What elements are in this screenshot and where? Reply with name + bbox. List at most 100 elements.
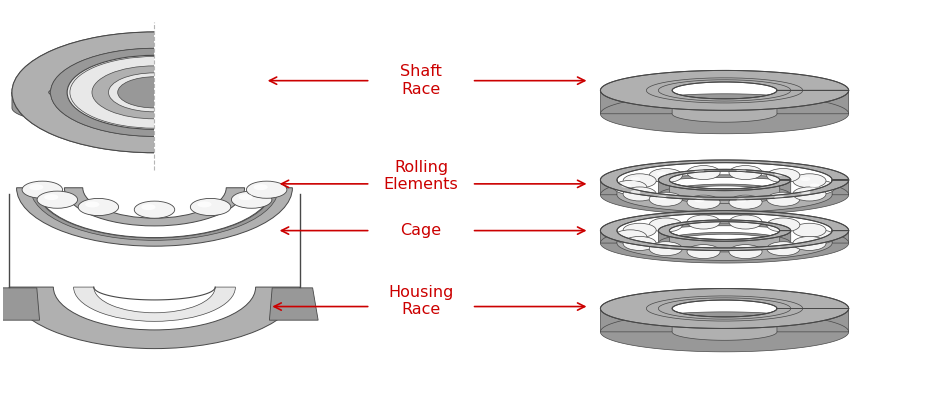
Circle shape: [767, 242, 800, 256]
Wedge shape: [74, 287, 235, 322]
Circle shape: [793, 187, 826, 201]
Circle shape: [736, 169, 746, 173]
Circle shape: [729, 245, 762, 259]
Polygon shape: [600, 288, 848, 329]
Polygon shape: [600, 223, 848, 243]
Circle shape: [631, 190, 640, 194]
Text: Cage: Cage: [401, 223, 441, 238]
Circle shape: [774, 196, 784, 199]
Polygon shape: [600, 211, 848, 250]
Circle shape: [231, 191, 272, 208]
Circle shape: [623, 174, 656, 188]
Circle shape: [687, 245, 721, 259]
Circle shape: [614, 181, 647, 194]
Polygon shape: [600, 180, 848, 215]
Circle shape: [802, 181, 835, 194]
Polygon shape: [0, 288, 40, 320]
Polygon shape: [659, 231, 791, 254]
Polygon shape: [600, 70, 848, 110]
Circle shape: [92, 66, 217, 119]
Polygon shape: [670, 231, 780, 252]
Polygon shape: [600, 94, 848, 114]
Circle shape: [729, 215, 762, 229]
Circle shape: [649, 169, 683, 182]
Circle shape: [649, 242, 683, 256]
Polygon shape: [659, 184, 791, 195]
Circle shape: [108, 73, 201, 112]
Circle shape: [614, 230, 647, 244]
Circle shape: [622, 184, 631, 188]
Polygon shape: [617, 231, 832, 260]
Wedge shape: [12, 32, 297, 153]
Wedge shape: [17, 188, 292, 246]
Polygon shape: [269, 288, 318, 320]
Circle shape: [197, 201, 212, 207]
Circle shape: [802, 230, 835, 244]
Wedge shape: [56, 109, 253, 151]
Circle shape: [44, 194, 58, 200]
Circle shape: [767, 169, 800, 182]
Circle shape: [85, 201, 99, 207]
Circle shape: [142, 204, 155, 210]
Circle shape: [649, 218, 683, 232]
Polygon shape: [659, 232, 791, 243]
Wedge shape: [65, 188, 244, 226]
Polygon shape: [600, 308, 848, 352]
Polygon shape: [659, 169, 791, 191]
Polygon shape: [672, 90, 777, 122]
Circle shape: [623, 236, 656, 250]
Circle shape: [687, 166, 721, 180]
Polygon shape: [659, 220, 791, 241]
Polygon shape: [600, 312, 848, 332]
Circle shape: [767, 218, 800, 232]
Circle shape: [800, 177, 810, 181]
Circle shape: [191, 198, 231, 216]
Polygon shape: [600, 175, 848, 195]
Circle shape: [736, 198, 746, 203]
Circle shape: [51, 48, 258, 136]
Circle shape: [687, 215, 721, 229]
Circle shape: [729, 195, 762, 209]
Circle shape: [70, 56, 239, 128]
Text: Housing
Race: Housing Race: [388, 284, 454, 317]
Circle shape: [623, 187, 656, 201]
Polygon shape: [672, 308, 777, 340]
Circle shape: [30, 184, 43, 190]
Wedge shape: [12, 32, 297, 153]
Polygon shape: [670, 180, 780, 204]
Polygon shape: [600, 90, 848, 134]
Circle shape: [246, 181, 287, 198]
Circle shape: [657, 172, 667, 176]
Circle shape: [809, 184, 820, 188]
Circle shape: [22, 181, 63, 198]
Polygon shape: [659, 180, 791, 205]
Circle shape: [253, 184, 267, 190]
Circle shape: [793, 236, 826, 250]
Circle shape: [117, 77, 191, 108]
Polygon shape: [12, 92, 297, 129]
Circle shape: [729, 166, 762, 180]
Circle shape: [657, 196, 667, 199]
Text: Shaft
Race: Shaft Race: [401, 64, 442, 97]
Circle shape: [695, 169, 705, 173]
Circle shape: [767, 192, 800, 206]
Polygon shape: [154, 7, 357, 178]
Circle shape: [687, 195, 721, 209]
Circle shape: [37, 191, 78, 208]
Wedge shape: [68, 55, 241, 129]
Polygon shape: [600, 160, 848, 200]
Circle shape: [239, 194, 253, 200]
Circle shape: [793, 174, 826, 188]
Circle shape: [774, 172, 784, 176]
Circle shape: [631, 177, 640, 181]
Circle shape: [79, 198, 118, 216]
Polygon shape: [600, 231, 848, 263]
Wedge shape: [31, 188, 278, 240]
Circle shape: [134, 201, 175, 218]
Polygon shape: [617, 180, 832, 212]
Wedge shape: [9, 287, 300, 349]
Circle shape: [695, 198, 705, 203]
Circle shape: [800, 190, 810, 194]
Circle shape: [649, 192, 683, 206]
Ellipse shape: [49, 81, 260, 103]
